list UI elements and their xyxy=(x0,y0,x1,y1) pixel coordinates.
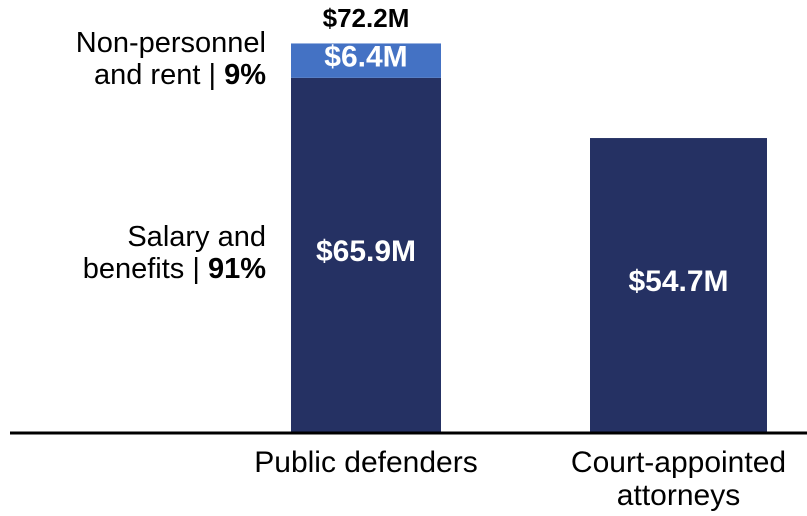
x-tick-label: Public defenders xyxy=(254,446,478,479)
legend-name: Salary and benefits xyxy=(82,220,266,285)
bar-segment xyxy=(291,43,441,78)
x-tick-label: Court-appointed attorneys xyxy=(570,446,787,512)
value-label: $6.4M xyxy=(324,41,407,74)
value-label: $54.7M xyxy=(628,265,728,298)
bar-segment xyxy=(291,77,441,432)
legend-name: Non-personnel and rent xyxy=(75,26,266,91)
total-label: $72.2M xyxy=(323,3,410,33)
legend-entry: Non-personnel and rent | 9% xyxy=(26,27,266,91)
bar-segment xyxy=(590,138,767,433)
legend-separator: | xyxy=(192,252,200,285)
legend-entry: Salary and benefits | 91% xyxy=(26,221,266,285)
legend-share: 91% xyxy=(207,252,266,285)
legend-separator: | xyxy=(208,58,217,91)
value-label: $65.9M xyxy=(316,235,416,268)
legend-share: 9% xyxy=(224,58,266,91)
